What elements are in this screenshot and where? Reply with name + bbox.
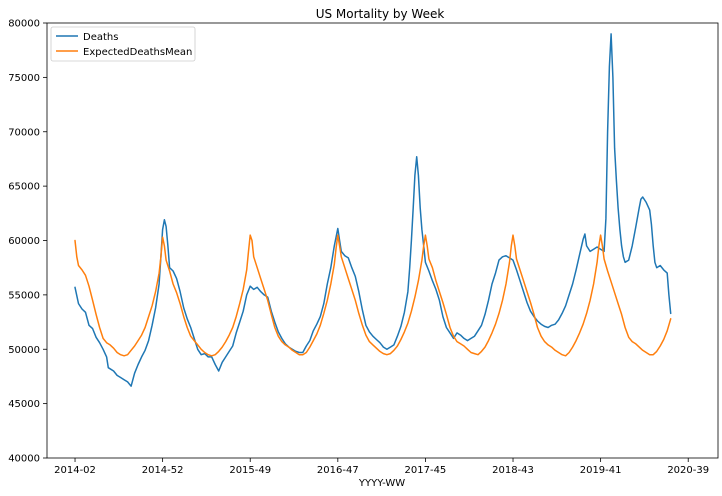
x-tick-label: 2015-49 xyxy=(229,465,271,476)
y-tick-label: 40000 xyxy=(8,454,40,465)
plot-area: 2014-02 2014-52 2015-49 2016-47 2017-45 2018-… xyxy=(8,19,719,476)
series-line-expected-deaths-mean xyxy=(74,234,672,357)
y-tick-label: 60000 xyxy=(8,236,40,247)
x-tick-label: 2014-02 xyxy=(54,465,96,476)
x-tick-label: 2018-43 xyxy=(492,465,534,476)
series-line-deaths xyxy=(74,33,672,387)
x-tick-label: 2016-47 xyxy=(317,465,359,476)
y-tick-label: 45000 xyxy=(8,399,40,410)
x-tick-label: 2019-41 xyxy=(580,465,622,476)
legend-box xyxy=(50,26,196,62)
y-tick-label: 70000 xyxy=(8,127,40,138)
x-axis-label: YYYY-WW xyxy=(358,478,405,489)
legend-label-deaths: Deaths xyxy=(83,32,118,43)
x-tick-label: 2020-39 xyxy=(667,465,709,476)
x-tick-label: 2014-52 xyxy=(142,465,184,476)
y-tick-label: 55000 xyxy=(8,290,40,301)
legend-label-expected: ExpectedDeathsMean xyxy=(83,47,192,58)
series-layer xyxy=(74,33,672,387)
legend: Deaths ExpectedDeathsMean xyxy=(50,26,196,62)
y-tick-label: 65000 xyxy=(8,182,40,193)
x-tick-label: 2017-45 xyxy=(405,465,447,476)
y-tick-label: 50000 xyxy=(8,345,40,356)
chart-title: US Mortality by Week xyxy=(316,7,445,21)
y-tick-label: 80000 xyxy=(8,19,40,30)
x-axis: 2014-02 2014-52 2015-49 2016-47 2017-45 2018-… xyxy=(54,458,709,476)
y-tick-label: 75000 xyxy=(8,73,40,84)
y-axis: 40000 45000 50000 55000 60000 65000 70000 75000… xyxy=(8,19,47,465)
